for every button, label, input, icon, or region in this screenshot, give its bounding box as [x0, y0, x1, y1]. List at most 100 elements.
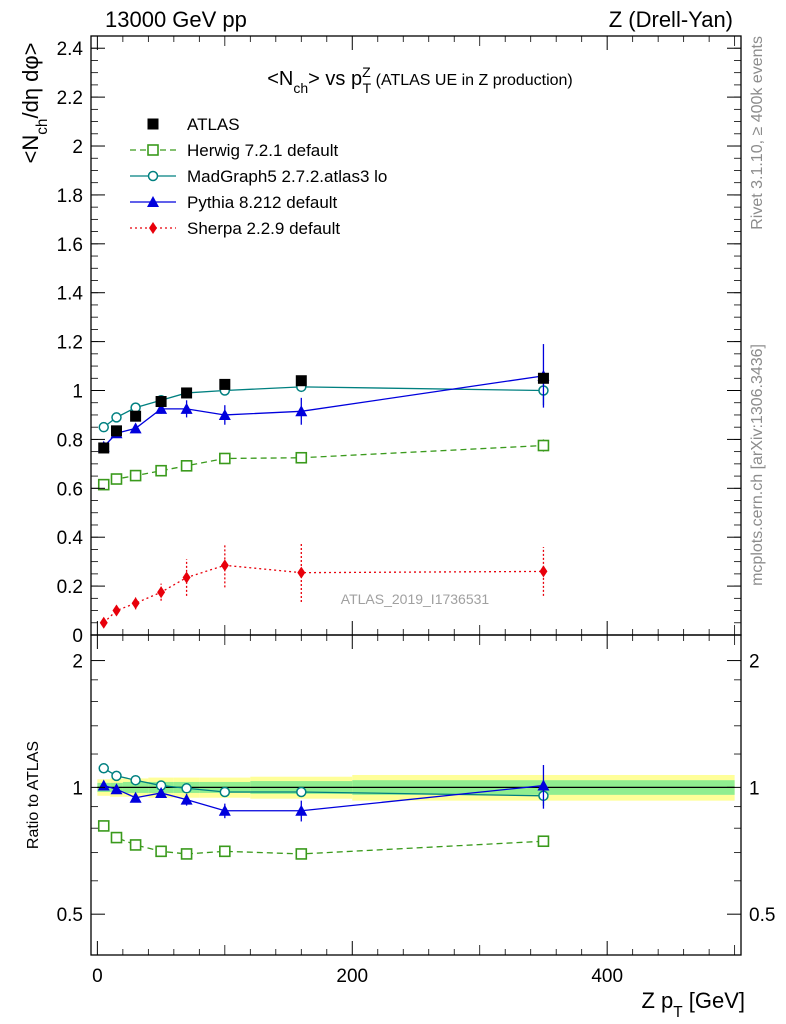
ratio-point-pythia-8-212-default-4: [180, 793, 193, 805]
legend: ATLAS Herwig 7.2.1 default MadGraph5 2.7.2…: [130, 115, 387, 238]
main-point-sherpa-2-2-9-default-4: [182, 571, 191, 584]
main-point-sherpa-2-2-9-default-5: [220, 559, 229, 572]
y-tick-label-6: 1.2: [57, 333, 83, 354]
ratio-frame: [90, 634, 742, 956]
main-point-sherpa-2-2-9-default-2: [131, 597, 140, 610]
main-point-pythia-8-212-default-6: [295, 405, 308, 417]
axes: 0 0.2 0.4 0.6 0.8 1 1.2 1.4 1.6 1.8 2 2.2 2.4 0.5 0.5 1…: [57, 35, 775, 987]
ratio-point-pythia-8-212-default-6: [295, 804, 308, 816]
main-point-herwig-7-2-1-default-3: [155, 464, 167, 477]
legend-label-pythia-8-212-default: Pythia 8.212 default: [187, 193, 338, 212]
y-tick-label-2: 0.4: [57, 528, 84, 549]
ratio-point-pythia-8-212-default-1: [110, 783, 123, 795]
ratio-point-pythia-8-212-default-5: [218, 804, 231, 816]
ratio-point-herwig-7-2-1-default-2: [129, 839, 142, 851]
main-point-atlas-4: [181, 387, 193, 399]
y-tick-label-8: 1.6: [57, 235, 83, 256]
analysis-watermark: ATLAS_2019_I1736531: [341, 591, 490, 607]
side-label-rivet: Rivet 3.1.10, ≥ 400k events: [749, 36, 766, 230]
ratio-point-madgraph5-2-7-2-atlas3-lo-4: [181, 783, 192, 794]
main-line-pythia-8-212-default: [103, 375, 544, 448]
main-point-atlas-7: [537, 372, 549, 384]
main-line-sherpa-2-2-9-default: [103, 564, 544, 624]
ratio-y-axis-label: Ratio to ATLAS: [25, 741, 42, 849]
main-point-herwig-7-2-1-default-4: [180, 460, 193, 472]
y-tick-label-3: 0.6: [57, 479, 83, 500]
ratio-y-tick-label-0: 0.5: [57, 905, 83, 926]
side-label-mcplots: mcplots.cern.ch [arXiv:1306.3436]: [749, 344, 766, 586]
y-tick-label-5: 1: [72, 382, 83, 403]
main-point-atlas-2: [130, 410, 142, 422]
ratio-plot-data: [97, 763, 735, 860]
x-tick-label-1: 200: [336, 966, 368, 987]
ratio-point-herwig-7-2-1-default-5: [219, 845, 231, 858]
y-tick-label-11: 2.2: [57, 88, 83, 109]
x-tick-label-0: 0: [92, 966, 103, 987]
header-energy: 13000 GeV pp: [105, 7, 247, 32]
ratio-y-tick-label-right-0: 0.5: [749, 905, 775, 926]
legend-marker-atlas: [147, 118, 159, 130]
main-line-herwig-7-2-1-default: [103, 444, 544, 486]
main-point-herwig-7-2-1-default-1: [110, 473, 123, 485]
ratio-point-madgraph5-2-7-2-atlas3-lo-6: [296, 786, 307, 798]
ratio-y-tick-label-right-1: 1: [749, 778, 760, 799]
ratio-y-tick-label-2: 2: [72, 652, 83, 673]
y-tick-label-4: 0.8: [57, 430, 83, 451]
main-point-atlas-6: [295, 375, 307, 387]
main-point-herwig-7-2-1-default-0: [97, 478, 110, 491]
ratio-point-herwig-7-2-1-default-1: [110, 831, 123, 844]
ratio-point-herwig-7-2-1-default-4: [180, 848, 193, 860]
main-point-atlas-3: [155, 396, 167, 408]
main-point-herwig-7-2-1-default-2: [129, 469, 142, 482]
main-line-madgraph5-2-7-2-atlas3-lo: [103, 386, 544, 428]
main-plot-data: [97, 344, 550, 629]
x-tick-label-2: 400: [591, 966, 623, 987]
y-tick-label-1: 0.2: [57, 577, 83, 598]
chart-title: <Nch> vs pZ T (ATLAS UE in Z production): [267, 64, 573, 96]
header-process: Z (Drell-Yan): [609, 7, 733, 32]
main-point-herwig-7-2-1-default-7: [537, 439, 550, 452]
legend-label-madgraph5-2-7-2-atlas3-lo: MadGraph5 2.7.2.atlas3 lo: [187, 167, 387, 186]
ratio-point-madgraph5-2-7-2-atlas3-lo-1: [111, 770, 122, 782]
ratio-point-madgraph5-2-7-2-atlas3-lo-2: [130, 774, 141, 786]
main-point-herwig-7-2-1-default-5: [219, 452, 231, 465]
ratio-point-pythia-8-212-default-3: [155, 786, 168, 798]
y-tick-label-10: 2: [72, 137, 83, 158]
y-tick-label-9: 1.8: [57, 186, 83, 207]
main-point-pythia-8-212-default-2: [129, 422, 142, 434]
ratio-point-herwig-7-2-1-default-0: [97, 820, 110, 832]
y-tick-label-7: 1.4: [57, 284, 84, 305]
main-point-sherpa-2-2-9-default-0: [99, 616, 108, 629]
legend-label-herwig-7-2-1-default: Herwig 7.2.1 default: [187, 141, 338, 160]
main-point-madgraph5-2-7-2-atlas3-lo-0: [98, 421, 109, 433]
ratio-point-madgraph5-2-7-2-atlas3-lo-0: [98, 763, 109, 774]
main-point-pythia-8-212-default-4: [180, 402, 193, 414]
main-point-herwig-7-2-1-default-6: [295, 451, 308, 464]
ratio-point-herwig-7-2-1-default-3: [155, 845, 167, 858]
ratio-point-pythia-8-212-default-7: [537, 779, 550, 791]
ratio-point-pythia-8-212-default-2: [129, 791, 142, 803]
main-point-atlas-0: [98, 442, 110, 454]
legend-label-atlas: ATLAS: [187, 115, 240, 134]
legend-marker-herwig-7-2-1-default: [147, 144, 159, 156]
legend-label-sherpa-2-2-9-default: Sherpa 2.2.9 default: [187, 219, 340, 238]
ratio-point-herwig-7-2-1-default-6: [295, 848, 308, 860]
ratio-point-madgraph5-2-7-2-atlas3-lo-5: [219, 786, 231, 798]
legend-marker-sherpa-2-2-9-default: [149, 222, 157, 234]
legend-marker-madgraph5-2-7-2-atlas3-lo: [147, 170, 159, 182]
main-point-atlas-5: [219, 378, 231, 390]
main-point-sherpa-2-2-9-default-7: [539, 565, 548, 578]
main-point-sherpa-2-2-9-default-6: [297, 566, 306, 579]
main-point-madgraph5-2-7-2-atlas3-lo-1: [111, 412, 122, 423]
main-point-sherpa-2-2-9-default-3: [157, 586, 166, 599]
y-tick-label-12: 2.4: [57, 39, 84, 60]
main-point-pythia-8-212-default-3: [155, 402, 168, 414]
main-point-sherpa-2-2-9-default-1: [112, 604, 121, 617]
y-tick-label-0: 0: [72, 626, 83, 647]
ratio-y-tick-label-1: 1: [72, 778, 83, 799]
legend-marker-pythia-8-212-default: [147, 196, 159, 207]
ratio-point-herwig-7-2-1-default-7: [537, 835, 550, 848]
main-point-pythia-8-212-default-5: [218, 408, 231, 420]
ratio-y-tick-label-right-2: 2: [749, 652, 760, 673]
